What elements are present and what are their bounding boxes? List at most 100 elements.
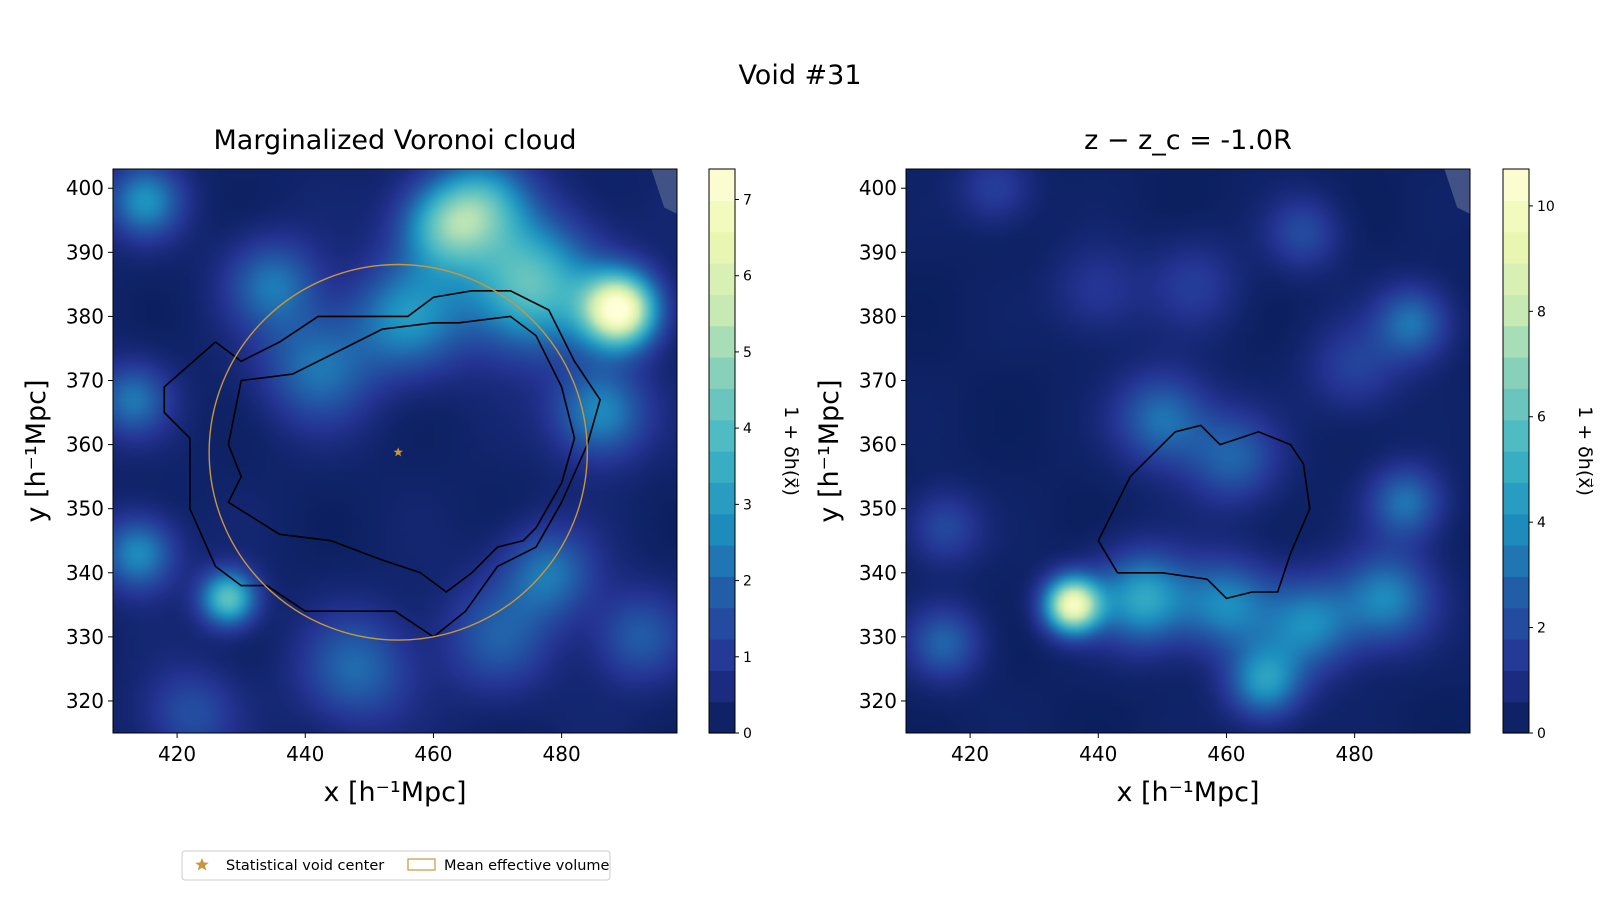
colorbar-tick-label: 6 bbox=[743, 269, 752, 285]
colorbar-band bbox=[709, 325, 735, 358]
colorbar-band bbox=[709, 545, 735, 577]
colorbar-band bbox=[709, 607, 735, 640]
y-axis-label: y [h⁻¹Mpc] bbox=[814, 379, 845, 522]
y-tick-label: 370 bbox=[859, 369, 897, 393]
colorbar-tick-label: 3 bbox=[743, 497, 752, 513]
colorbar-band bbox=[709, 294, 735, 327]
colorbar-band bbox=[709, 451, 735, 483]
colorbar-label: 1 + δh(x⃗) bbox=[780, 406, 802, 496]
colorbar-band bbox=[1503, 231, 1529, 264]
colorbar-tick-label: 7 bbox=[743, 192, 752, 208]
colorbar-band bbox=[1503, 607, 1529, 640]
x-axis-label: x [h⁻¹Mpc] bbox=[1116, 777, 1259, 808]
y-tick-label: 390 bbox=[66, 240, 104, 264]
colorbar-band bbox=[1503, 388, 1529, 421]
colorbar-tick-label: 0 bbox=[743, 726, 752, 742]
x-axis-label: x [h⁻¹Mpc] bbox=[323, 777, 466, 808]
colorbar-band bbox=[1503, 325, 1529, 358]
y-tick-label: 380 bbox=[859, 304, 897, 328]
colorbar-band bbox=[709, 388, 735, 421]
colorbar-tick-label: 2 bbox=[743, 574, 752, 590]
colorbar-band bbox=[1503, 482, 1529, 515]
colorbar-band bbox=[709, 576, 735, 609]
x-tick-label: 480 bbox=[1336, 742, 1374, 766]
y-tick-label: 360 bbox=[859, 433, 897, 457]
figure-title: Void #31 bbox=[738, 60, 861, 91]
colorbar-band bbox=[709, 200, 735, 233]
colorbar-tick-label: 6 bbox=[1537, 410, 1546, 426]
colorbar-band bbox=[709, 701, 735, 734]
masked-region bbox=[1444, 169, 1470, 214]
x-tick-label: 460 bbox=[1207, 742, 1245, 766]
colorbar-band bbox=[1503, 169, 1529, 201]
colorbar-band bbox=[1503, 200, 1529, 233]
colorbar-band bbox=[1503, 451, 1529, 483]
colorbar-band bbox=[709, 419, 735, 452]
colorbar-band bbox=[709, 670, 735, 703]
legend-label-void-center: Statistical void center bbox=[226, 858, 384, 874]
colorbar: 0 1 2 3 4 5 6 7 1 + δh(x⃗) bbox=[708, 168, 802, 742]
masked-region bbox=[651, 169, 677, 214]
x-tick-label: 440 bbox=[286, 742, 324, 766]
y-tick-label: 350 bbox=[859, 497, 897, 521]
y-tick-label: 390 bbox=[859, 240, 897, 264]
colorbar-band bbox=[1503, 357, 1529, 389]
y-tick-label: 360 bbox=[66, 433, 104, 457]
panel-1: 420 440 460 480320330340350360370380390400M… bbox=[21, 125, 802, 808]
colorbar-frame bbox=[1502, 168, 1530, 734]
colorbar-tick-label: 8 bbox=[1537, 304, 1546, 320]
heatmap-image bbox=[906, 169, 1470, 733]
colorbar-band bbox=[709, 357, 735, 389]
legend: Statistical void center Mean effective v… bbox=[181, 850, 611, 881]
colorbar-tick-label: 10 bbox=[1537, 199, 1555, 215]
colorbar-label: 1 + δh(x⃗) bbox=[1574, 406, 1596, 496]
colorbar-band bbox=[709, 639, 735, 671]
legend-star-icon bbox=[195, 858, 209, 871]
colorbar-band bbox=[1503, 670, 1529, 703]
colorbar-band bbox=[1503, 576, 1529, 609]
void-center-star bbox=[393, 447, 403, 457]
panels: 420 440 460 480320330340350360370380390400M… bbox=[21, 125, 1596, 808]
legend-rect-icon bbox=[407, 858, 436, 871]
x-tick-label: 420 bbox=[158, 742, 196, 766]
colorbar-tick-label: 0 bbox=[1537, 726, 1546, 742]
y-tick-label: 330 bbox=[859, 625, 897, 649]
axes-frame bbox=[905, 168, 1471, 734]
colorbar-band bbox=[1503, 513, 1529, 546]
colorbar-band bbox=[1503, 701, 1529, 734]
colorbar-band bbox=[709, 482, 735, 515]
y-tick-label: 320 bbox=[859, 689, 897, 713]
effective-volume-ellipse bbox=[208, 263, 588, 641]
colorbar-band bbox=[709, 169, 735, 201]
contour-line-2 bbox=[227, 315, 576, 593]
y-tick-label: 380 bbox=[66, 304, 104, 328]
colorbar-band bbox=[1503, 545, 1529, 577]
panel-title: Marginalized Voronoi cloud bbox=[213, 125, 576, 156]
y-tick-label: 340 bbox=[66, 561, 104, 585]
x-tick-label: 420 bbox=[951, 742, 989, 766]
colorbar-band bbox=[709, 263, 735, 295]
contour-line-1 bbox=[1097, 424, 1311, 600]
y-tick-label: 400 bbox=[859, 176, 897, 200]
colorbar-band bbox=[1503, 639, 1529, 671]
y-tick-label: 330 bbox=[66, 625, 104, 649]
colorbar-tick-label: 4 bbox=[743, 421, 752, 437]
legend-label-effective-volume: Mean effective volume bbox=[444, 858, 610, 874]
panel-2: 420 440 460 480320330340350360370380390400z… bbox=[814, 125, 1596, 808]
colorbar-frame bbox=[708, 168, 736, 734]
colorbar: 0 2 4 6 8 10 1 + δh(x⃗) bbox=[1502, 168, 1596, 742]
colorbar-band bbox=[709, 231, 735, 264]
colorbar-band bbox=[709, 513, 735, 546]
axes-frame bbox=[112, 168, 678, 734]
y-tick-label: 370 bbox=[66, 369, 104, 393]
panel-title: z − z_c = -1.0R bbox=[1084, 125, 1292, 156]
y-tick-label: 400 bbox=[66, 176, 104, 200]
colorbar-tick-label: 2 bbox=[1537, 621, 1546, 637]
colorbar-band bbox=[1503, 419, 1529, 452]
y-tick-label: 350 bbox=[66, 497, 104, 521]
colorbar-tick-label: 4 bbox=[1537, 515, 1546, 531]
y-tick-label: 320 bbox=[66, 689, 104, 713]
colorbar-tick-label: 1 bbox=[743, 650, 752, 666]
y-tick-label: 340 bbox=[859, 561, 897, 585]
